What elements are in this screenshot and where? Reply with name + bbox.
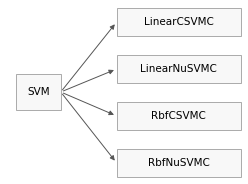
Text: RbfCSVMC: RbfCSVMC <box>151 111 206 121</box>
Text: LinearNuSVMC: LinearNuSVMC <box>140 64 217 74</box>
FancyBboxPatch shape <box>117 55 241 83</box>
FancyBboxPatch shape <box>117 102 241 130</box>
FancyBboxPatch shape <box>16 74 61 110</box>
FancyBboxPatch shape <box>117 149 241 177</box>
FancyBboxPatch shape <box>117 8 241 36</box>
Text: LinearCSVMC: LinearCSVMC <box>144 17 214 27</box>
Text: RbfNuSVMC: RbfNuSVMC <box>148 158 210 168</box>
Text: SVM: SVM <box>27 87 50 97</box>
